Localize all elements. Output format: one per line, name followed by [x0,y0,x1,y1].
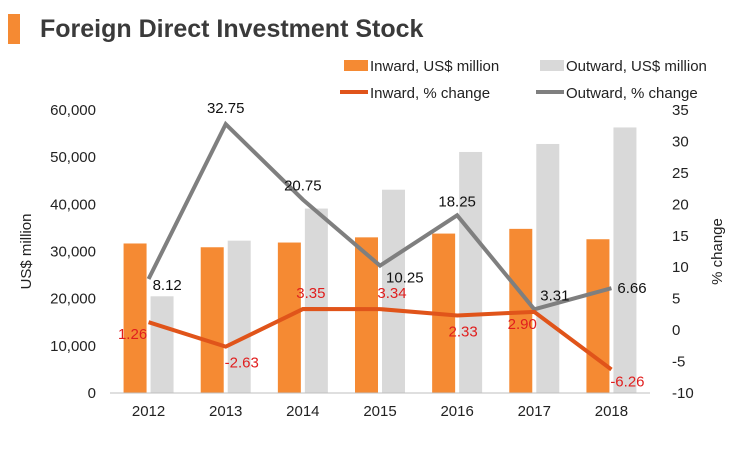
y2-tick-label: 30 [672,133,689,150]
data-label-inward-pct: -6.26 [610,373,644,390]
y2-tick-label: 15 [672,228,689,245]
bar-outward-2018 [613,127,637,394]
bar-outward-2017 [536,143,560,393]
y-tick-label: 60,000 [50,102,96,119]
x-tick-label: 2018 [595,403,628,420]
legend-swatch-outward-bar [540,60,564,71]
data-label-inward-pct: 2.90 [508,316,537,333]
y2-tick-label: -10 [672,385,694,402]
bar-outward-2014 [304,208,328,393]
y-tick-label: 20,000 [50,291,96,308]
legend-label-inward-line: Inward, % change [370,85,490,102]
y-tick-label: 10,000 [50,338,96,355]
data-label-outward-pct: 6.66 [617,280,646,297]
x-tick-label: 2012 [132,403,165,420]
x-tick-label: 2016 [440,403,473,420]
x-tick-label: 2017 [518,403,551,420]
data-label-inward-pct: 3.34 [377,285,406,302]
y2-tick-label: 20 [672,196,689,213]
data-label-outward-pct: 18.25 [438,193,476,210]
data-label-inward-pct: 3.35 [296,285,325,302]
legend-label-outward-bar: Outward, US$ million [566,58,707,75]
x-tick-label: 2015 [363,403,396,420]
data-label-outward-pct: 3.31 [540,287,569,304]
data-label-inward-pct: 1.26 [118,326,147,343]
title-accent-bar [8,14,20,44]
y-tick-label: 30,000 [50,244,96,261]
bar-outward-2013 [227,240,251,393]
bar-outward-2015 [382,189,405,393]
line-outward-pct-change [146,120,612,312]
y-tick-label: 50,000 [50,149,96,166]
y-tick-label: 0 [88,385,96,402]
line-inward-pct-change [147,307,613,372]
data-label-outward-pct: 8.12 [153,277,182,294]
y2-tick-label: 25 [672,165,689,182]
y2-tick-label: 5 [672,291,680,308]
y2-tick-label: 35 [672,102,689,119]
x-tick-label: 2013 [209,403,242,420]
bar-inward-2013 [200,247,224,393]
data-label-outward-pct: 10.25 [386,270,424,287]
data-label-outward-pct: 32.75 [207,100,245,117]
y2-tick-label: 0 [672,322,680,339]
bar-outward-2016 [459,151,483,393]
title-block: Foreign Direct Investment Stock [8,12,423,46]
bar-inward-2012 [123,243,147,393]
legend-label-inward-bar: Inward, US$ million [370,58,499,75]
page-title: Foreign Direct Investment Stock [40,14,424,43]
y-tick-label: 40,000 [50,196,96,213]
y2-axis-title: % change [709,218,726,285]
y2-tick-label: 10 [672,259,689,276]
bar-inward-2018 [586,239,610,393]
bar-inward-2015 [355,237,378,393]
legend-swatch-inward-bar [344,60,368,71]
data-label-outward-pct: 20.75 [284,178,322,195]
data-label-inward-pct: -2.63 [225,355,259,372]
y2-tick-label: -5 [672,354,685,371]
legend-label-outward-line: Outward, % change [566,85,698,102]
x-tick-label: 2014 [286,403,319,420]
y-axis-title: US$ million [18,214,35,290]
bar-outward-2012 [150,296,174,393]
data-label-inward-pct: 2.33 [449,323,478,340]
